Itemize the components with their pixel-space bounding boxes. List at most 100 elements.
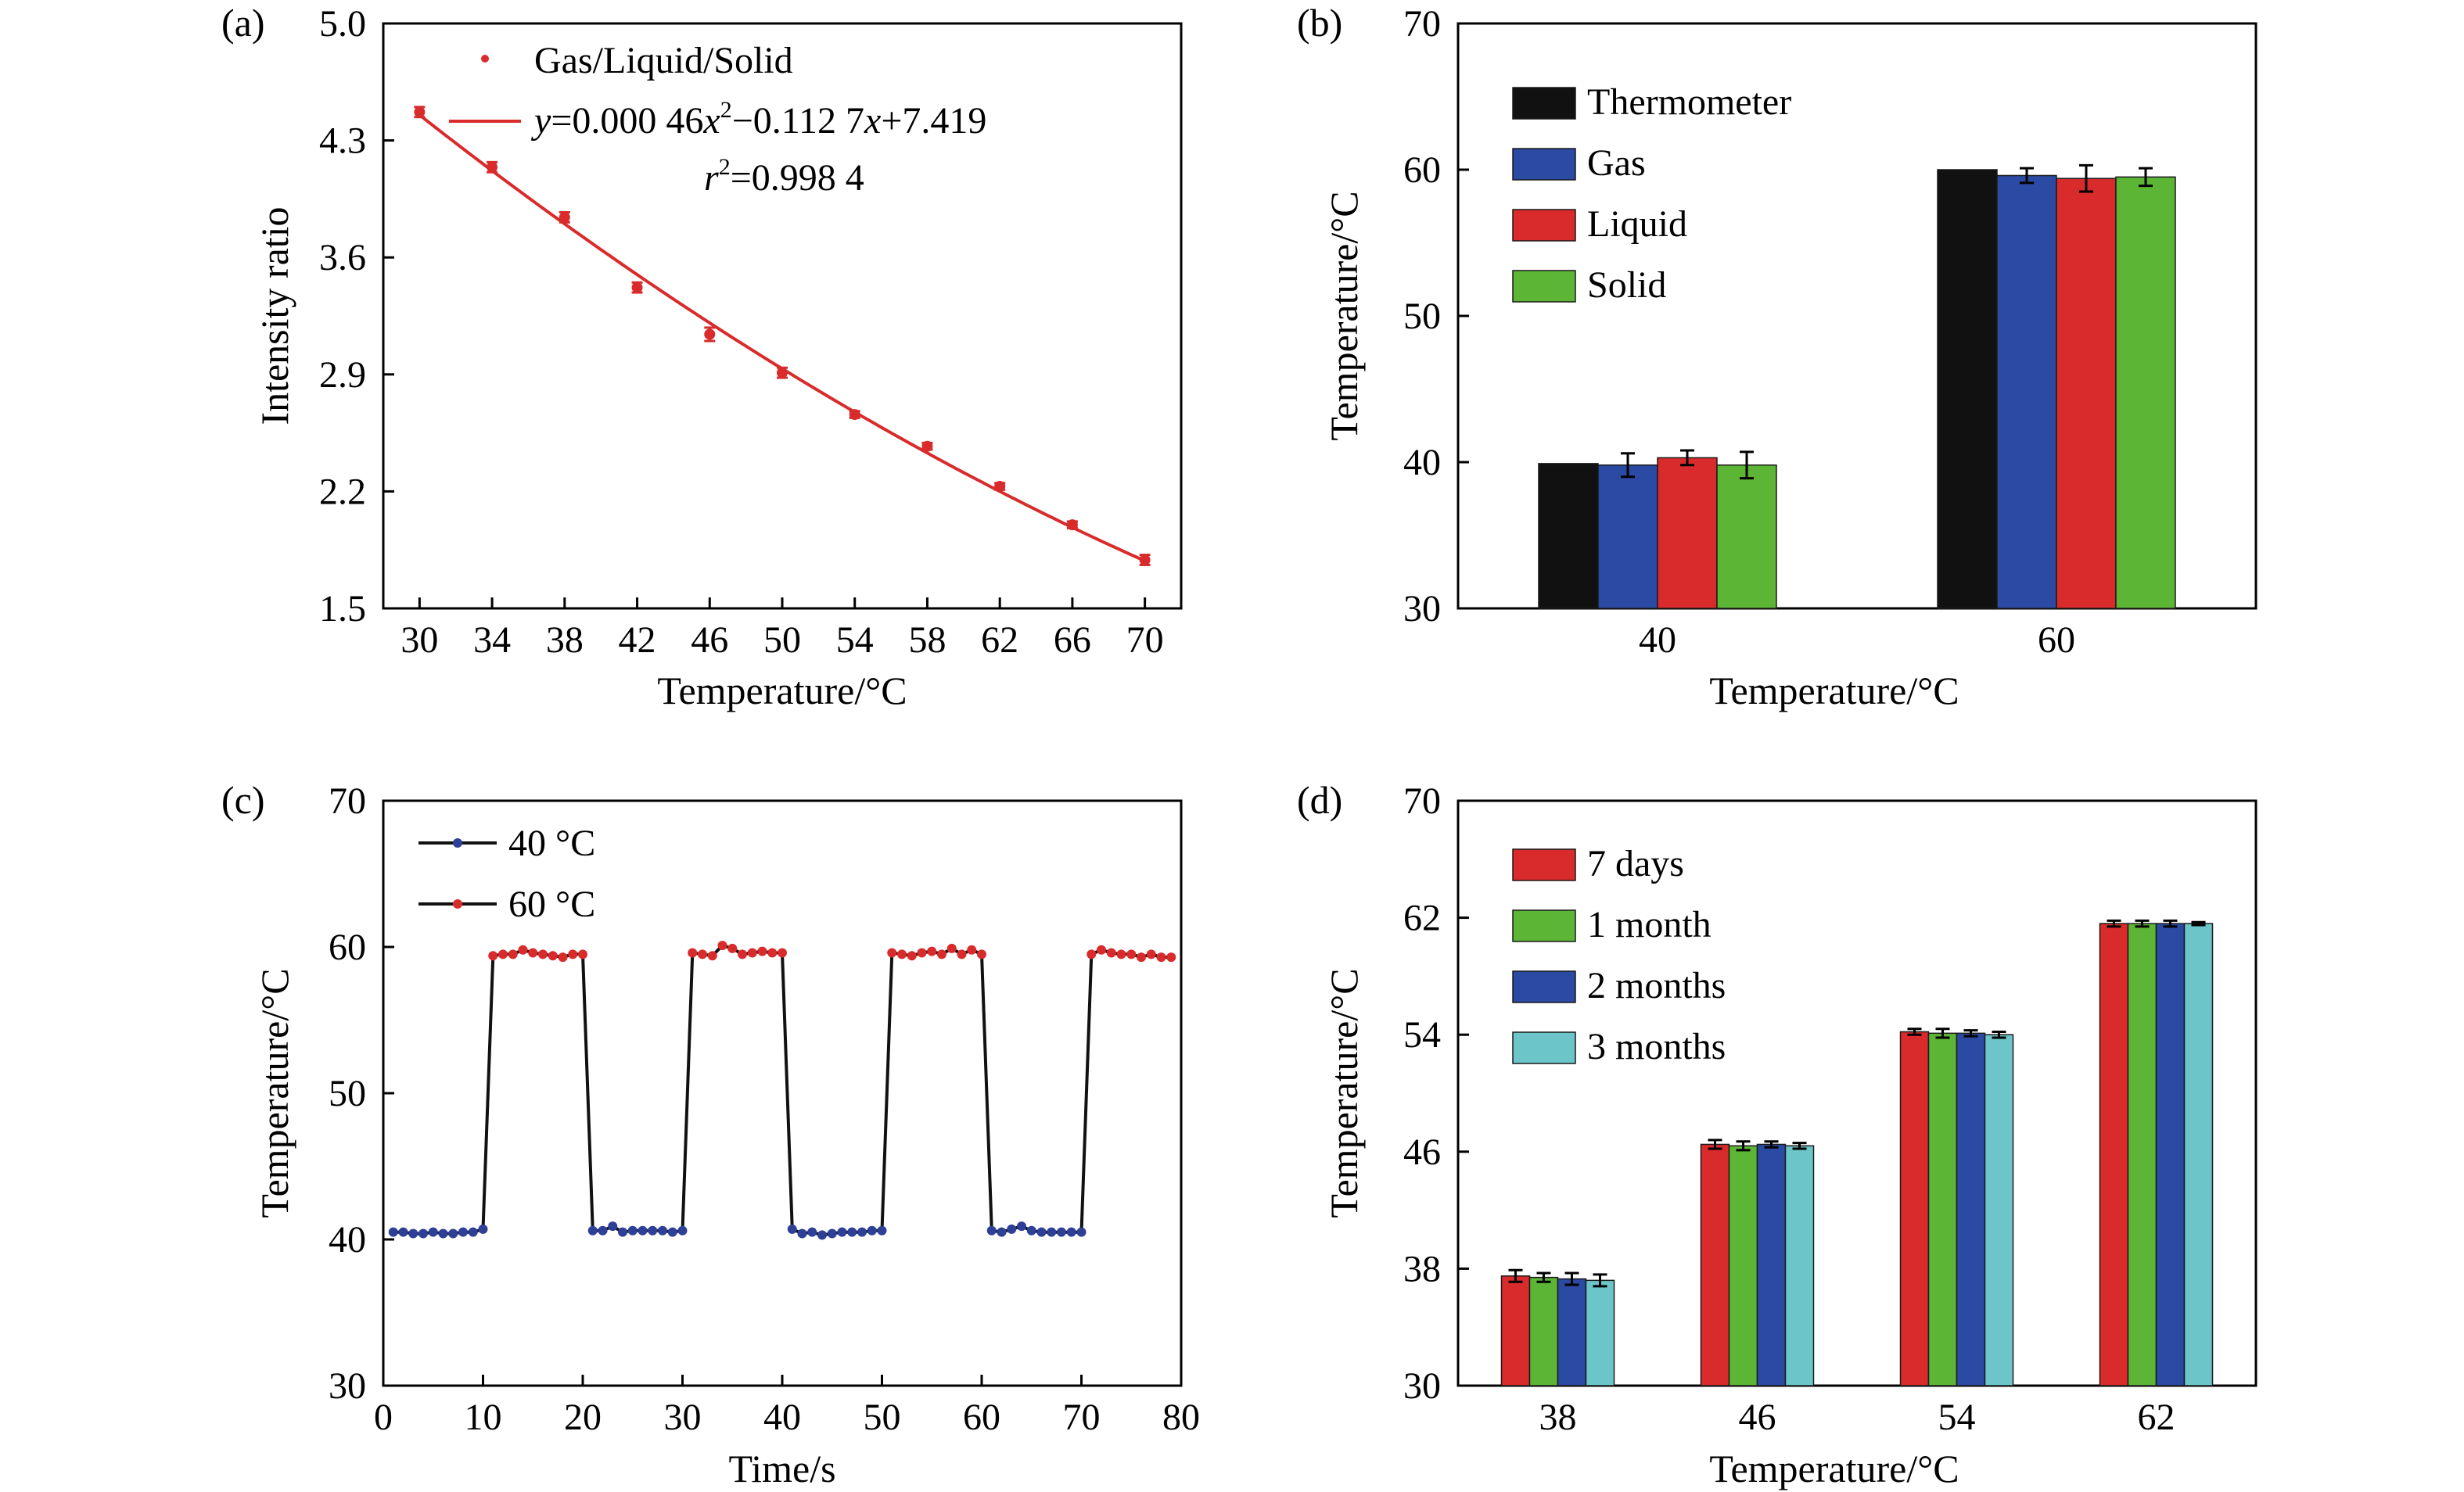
- r2-r: r: [704, 157, 719, 199]
- data-point-60: [538, 949, 548, 959]
- data-point-60: [1116, 949, 1126, 959]
- data-point-60: [1146, 949, 1156, 959]
- data-point-60: [578, 949, 587, 959]
- data-point-60: [937, 949, 946, 959]
- data-point-60: [498, 949, 508, 959]
- bar: [1657, 457, 1718, 609]
- chart-a-points: [414, 106, 1151, 566]
- chart-b: 30 40 50 60 70 40 60 Thermometer Gas Liquid Soli…: [1322, 3, 2257, 712]
- data-point-60: [1166, 952, 1176, 963]
- data-point-40: [1066, 1227, 1076, 1237]
- panel-label-a: (a): [221, 1, 265, 45]
- data-point-60: [1126, 949, 1137, 959]
- data-point-40: [677, 1225, 688, 1236]
- ytick-label: 5.0: [319, 3, 366, 45]
- xtick-label: 46: [691, 619, 728, 661]
- data-point-40: [627, 1225, 638, 1236]
- panel-label-b: (b): [1297, 1, 1342, 45]
- data-point-40: [448, 1228, 458, 1239]
- data-point-40: [658, 1225, 667, 1236]
- bar: [1500, 1275, 1531, 1386]
- data-point-40: [388, 1227, 398, 1237]
- data-point-40: [468, 1227, 478, 1237]
- legend-label: Thermometer: [1587, 81, 1791, 123]
- data-point-40: [428, 1227, 438, 1237]
- data-point-40: [797, 1228, 807, 1239]
- ytick-label: 70: [329, 780, 366, 822]
- chart-a: 30 34 38 42 46 50 54 58 62 66 70 1.5 2.2 2.9 3.6 4.3 5.…: [253, 3, 1183, 712]
- ytick-label: 60: [1403, 149, 1441, 191]
- legend-swatch: [1512, 87, 1576, 120]
- data-point-60: [778, 948, 787, 958]
- eq-b: −0.112 7: [732, 100, 864, 142]
- bar: [1728, 1145, 1758, 1386]
- data-point-60: [528, 948, 538, 958]
- xtick-label: 0: [374, 1397, 393, 1438]
- ytick-label: 3.6: [319, 237, 366, 278]
- chart-d-yticks: 30 38 46 54 62 70: [1403, 780, 1469, 1407]
- data-point-60: [707, 951, 717, 961]
- ytick-label: 2.2: [319, 471, 366, 512]
- ytick-label: 40: [1403, 442, 1441, 483]
- xtick-label: 62: [981, 619, 1018, 661]
- xtick-label: 50: [763, 619, 801, 661]
- xtick-label: 34: [473, 619, 511, 661]
- data-point-40: [1026, 1225, 1036, 1236]
- data-point-60: [1097, 945, 1106, 955]
- legend-swatch: [1512, 848, 1576, 881]
- panel-label-d: (d): [1297, 778, 1342, 822]
- bar: [1956, 1032, 1986, 1386]
- data-point: [559, 211, 570, 223]
- data-point-40: [418, 1228, 428, 1239]
- data-point-60: [767, 948, 778, 958]
- data-point-60: [548, 951, 558, 961]
- ytick-label: 60: [329, 927, 366, 968]
- bar: [1700, 1143, 1730, 1386]
- chart-a-xlabel: Temperature/°C: [657, 669, 907, 712]
- xtick-label: 40: [1639, 619, 1676, 661]
- xtick-label: 38: [1539, 1397, 1577, 1438]
- legend-swatch: [1512, 1031, 1576, 1064]
- data-point-60: [698, 949, 707, 959]
- bar: [2115, 176, 2176, 609]
- chart-b-ylabel: Temperature/°C: [1322, 191, 1366, 440]
- data-point-60: [946, 943, 957, 953]
- legend-label: 60 °C: [508, 884, 595, 925]
- xtick-label: 66: [1054, 619, 1091, 661]
- xtick-label: 62: [2138, 1397, 2175, 1438]
- chart-b-xlabel: Temperature/°C: [1709, 669, 1959, 712]
- xtick-label: 54: [1938, 1397, 1976, 1438]
- data-point: [994, 480, 1006, 492]
- bar: [1784, 1145, 1815, 1386]
- chart-a-yticks: 1.5 2.2 2.9 3.6 4.3 5.0: [319, 3, 394, 629]
- chart-d-bars: [1500, 919, 2214, 1386]
- data-point-40: [408, 1228, 418, 1239]
- data-point-60: [917, 948, 927, 958]
- chart-d-ylabel: Temperature/°C: [1322, 968, 1366, 1218]
- bar: [1528, 1276, 1559, 1386]
- data-point-40: [837, 1227, 847, 1237]
- ytick-label: 50: [329, 1073, 366, 1114]
- bar: [1937, 169, 1998, 609]
- bar: [1557, 1278, 1587, 1386]
- ytick-label: 30: [1403, 1365, 1441, 1407]
- data-point-60: [927, 946, 937, 956]
- chart-b-bars: [1538, 163, 2176, 609]
- data-point-60: [957, 949, 967, 959]
- data-point-40: [398, 1227, 408, 1237]
- eq-a: =0.000 46: [551, 100, 703, 142]
- legend-label: Liquid: [1587, 203, 1687, 245]
- r2-sup: 2: [719, 154, 731, 180]
- xtick-label: 10: [465, 1397, 502, 1438]
- data-point-60: [717, 941, 727, 951]
- xtick-label: 20: [564, 1397, 602, 1438]
- bar: [1996, 174, 2057, 609]
- ytick-label: 40: [329, 1219, 366, 1261]
- data-point-60: [887, 948, 897, 958]
- ytick-label: 62: [1403, 898, 1441, 939]
- data-point-40: [807, 1227, 817, 1237]
- data-point-40: [847, 1227, 857, 1237]
- xtick-label: 38: [546, 619, 584, 661]
- panel-label-c: (c): [221, 778, 265, 822]
